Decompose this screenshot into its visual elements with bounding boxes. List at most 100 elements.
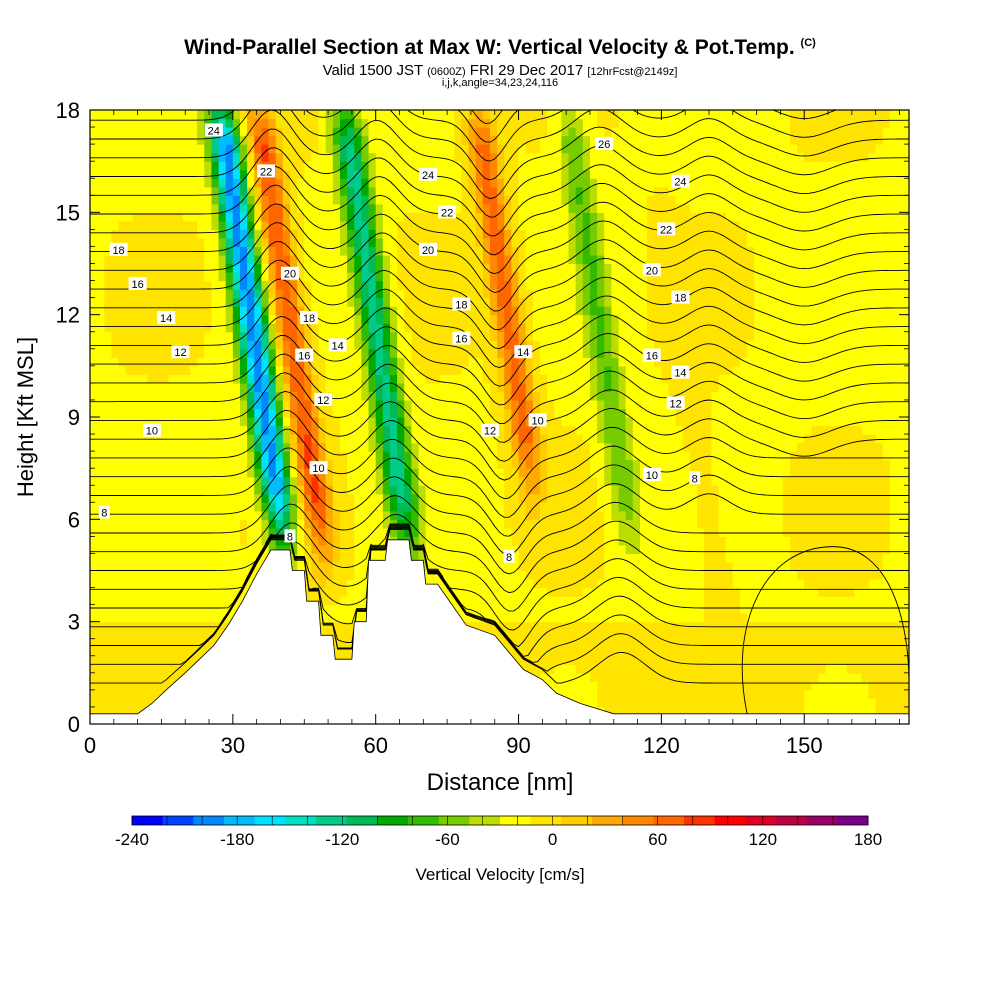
field-cell bbox=[318, 246, 327, 256]
field-cell bbox=[354, 485, 363, 495]
field-cell bbox=[204, 561, 213, 572]
field-cell bbox=[425, 110, 434, 120]
field-cell bbox=[104, 706, 113, 717]
field-cell bbox=[354, 254, 363, 265]
field-cell bbox=[204, 408, 213, 418]
field-cell bbox=[189, 604, 198, 614]
field-cell bbox=[239, 237, 248, 248]
field-cell bbox=[568, 502, 577, 512]
field-cell bbox=[204, 289, 213, 299]
field-cell bbox=[182, 408, 191, 418]
field-cell bbox=[161, 152, 170, 162]
field-cell bbox=[140, 314, 148, 324]
field-cell bbox=[397, 382, 405, 393]
field-cell bbox=[118, 127, 127, 137]
field-cell bbox=[518, 459, 527, 469]
field-cell bbox=[547, 399, 555, 410]
field-cell bbox=[254, 229, 263, 239]
field-cell bbox=[104, 689, 113, 700]
field-cell bbox=[140, 638, 148, 648]
field-cell bbox=[118, 169, 127, 179]
field-cell bbox=[311, 323, 320, 333]
field-cell bbox=[418, 263, 427, 273]
field-cell bbox=[497, 357, 505, 367]
field-cell bbox=[454, 263, 462, 273]
field-cell bbox=[475, 246, 484, 256]
field-cell bbox=[197, 613, 205, 623]
field-cell bbox=[447, 220, 455, 230]
field-cell bbox=[361, 348, 370, 358]
field-cell bbox=[297, 195, 305, 205]
field-cell bbox=[339, 365, 348, 375]
field-cell bbox=[197, 604, 205, 614]
field-cell bbox=[154, 374, 163, 384]
field-cell bbox=[325, 519, 334, 529]
field-cell bbox=[497, 570, 505, 580]
field-cell bbox=[554, 596, 562, 606]
field-cell bbox=[532, 459, 541, 469]
field-cell bbox=[447, 195, 455, 205]
field-cell bbox=[289, 195, 298, 205]
field-cell bbox=[161, 365, 170, 375]
field-cell bbox=[468, 510, 477, 520]
field-cell bbox=[254, 502, 263, 512]
field-cell bbox=[232, 442, 241, 452]
field-cell bbox=[475, 425, 484, 435]
field-cell bbox=[354, 135, 363, 145]
field-cell bbox=[97, 399, 105, 410]
field-cell bbox=[497, 323, 505, 333]
field-cell bbox=[147, 331, 155, 341]
field-cell bbox=[518, 553, 527, 563]
field-cell bbox=[97, 110, 105, 120]
field-cell bbox=[104, 527, 113, 537]
field-cell bbox=[532, 152, 541, 162]
field-cell bbox=[132, 698, 141, 708]
field-cell bbox=[261, 340, 270, 350]
field-cell bbox=[97, 212, 105, 222]
field-cell bbox=[532, 135, 541, 145]
field-cell bbox=[161, 280, 170, 290]
field-cell bbox=[104, 647, 113, 657]
field-cell bbox=[354, 195, 363, 205]
field-cell bbox=[147, 664, 155, 674]
field-cell bbox=[132, 169, 141, 179]
field-cell bbox=[347, 417, 355, 427]
field-cell bbox=[339, 425, 348, 435]
field-cell bbox=[289, 365, 298, 375]
field-cell bbox=[547, 451, 555, 461]
field-cell bbox=[239, 442, 248, 452]
field-cell bbox=[311, 118, 320, 128]
field-cell bbox=[168, 135, 177, 145]
field-cell bbox=[389, 195, 398, 205]
field-cell bbox=[475, 476, 484, 486]
field-cell bbox=[554, 246, 562, 256]
field-cell bbox=[97, 544, 105, 555]
field-cell bbox=[104, 579, 113, 589]
field-cell bbox=[332, 357, 341, 367]
field-cell bbox=[547, 127, 555, 137]
field-cell bbox=[468, 289, 477, 299]
velocity-field bbox=[90, 110, 909, 724]
field-cell bbox=[197, 161, 205, 171]
field-cell bbox=[418, 135, 427, 145]
field-cell bbox=[539, 510, 548, 520]
field-cell bbox=[197, 254, 205, 265]
field-cell bbox=[254, 451, 263, 461]
field-cell bbox=[204, 323, 213, 333]
field-cell bbox=[182, 323, 191, 333]
field-cell bbox=[425, 544, 434, 555]
field-cell bbox=[204, 502, 213, 512]
field-cell bbox=[325, 229, 334, 239]
field-cell bbox=[511, 493, 520, 503]
field-cell bbox=[189, 561, 198, 572]
field-cell bbox=[140, 561, 148, 572]
field-cell bbox=[447, 306, 455, 316]
field-cell bbox=[104, 698, 113, 708]
field-cell bbox=[404, 331, 413, 341]
field-cell bbox=[575, 169, 584, 179]
field-cell bbox=[339, 152, 348, 162]
field-cell bbox=[104, 672, 113, 682]
field-cell bbox=[518, 272, 527, 282]
field-cell bbox=[318, 178, 327, 188]
field-cell bbox=[289, 502, 298, 512]
